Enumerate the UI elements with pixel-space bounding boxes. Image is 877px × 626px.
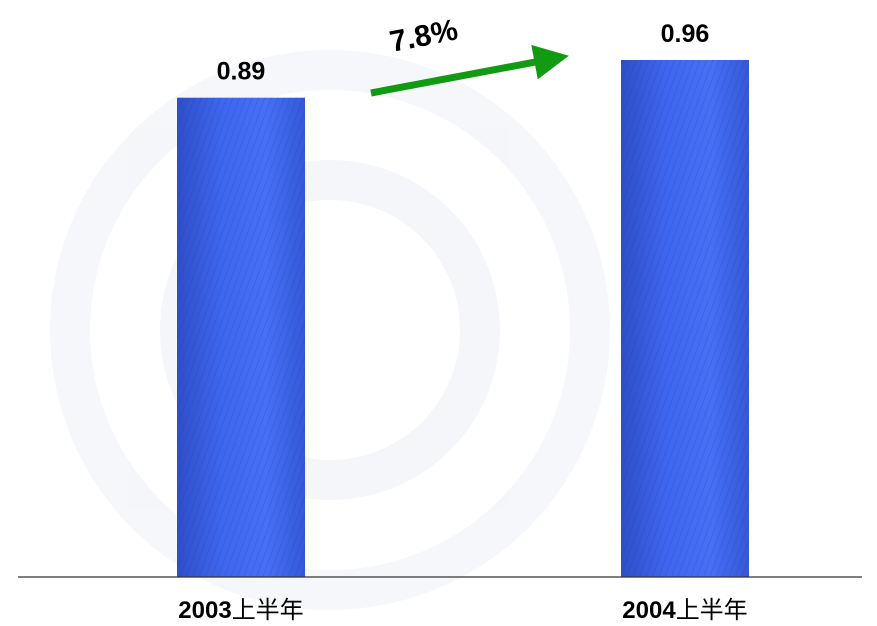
growth-arrow: [370, 44, 569, 97]
bar-value-label: 0.89: [217, 58, 266, 86]
category-year: 2004: [622, 597, 676, 624]
background-watermark: [50, 50, 610, 610]
bar-2003: [177, 97, 305, 578]
bar-value-label: 0.96: [661, 20, 710, 48]
bar-hatch: [177, 97, 305, 578]
category-year: 2003: [178, 597, 231, 624]
growth-annotation-label: 7.8%: [387, 13, 460, 58]
value-labels-group: 0.89 0.96: [217, 20, 710, 86]
category-suffix: 上半年: [676, 597, 748, 624]
category-label: 2003上半年: [178, 597, 303, 624]
bar-2004: [621, 60, 749, 577]
category-suffix: 上半年: [232, 597, 304, 624]
bars-group: [177, 60, 749, 578]
category-labels-group: 2003上半年 2004上半年: [178, 597, 747, 624]
category-label: 2004上半年: [622, 597, 747, 624]
bar-hatch: [621, 60, 749, 577]
